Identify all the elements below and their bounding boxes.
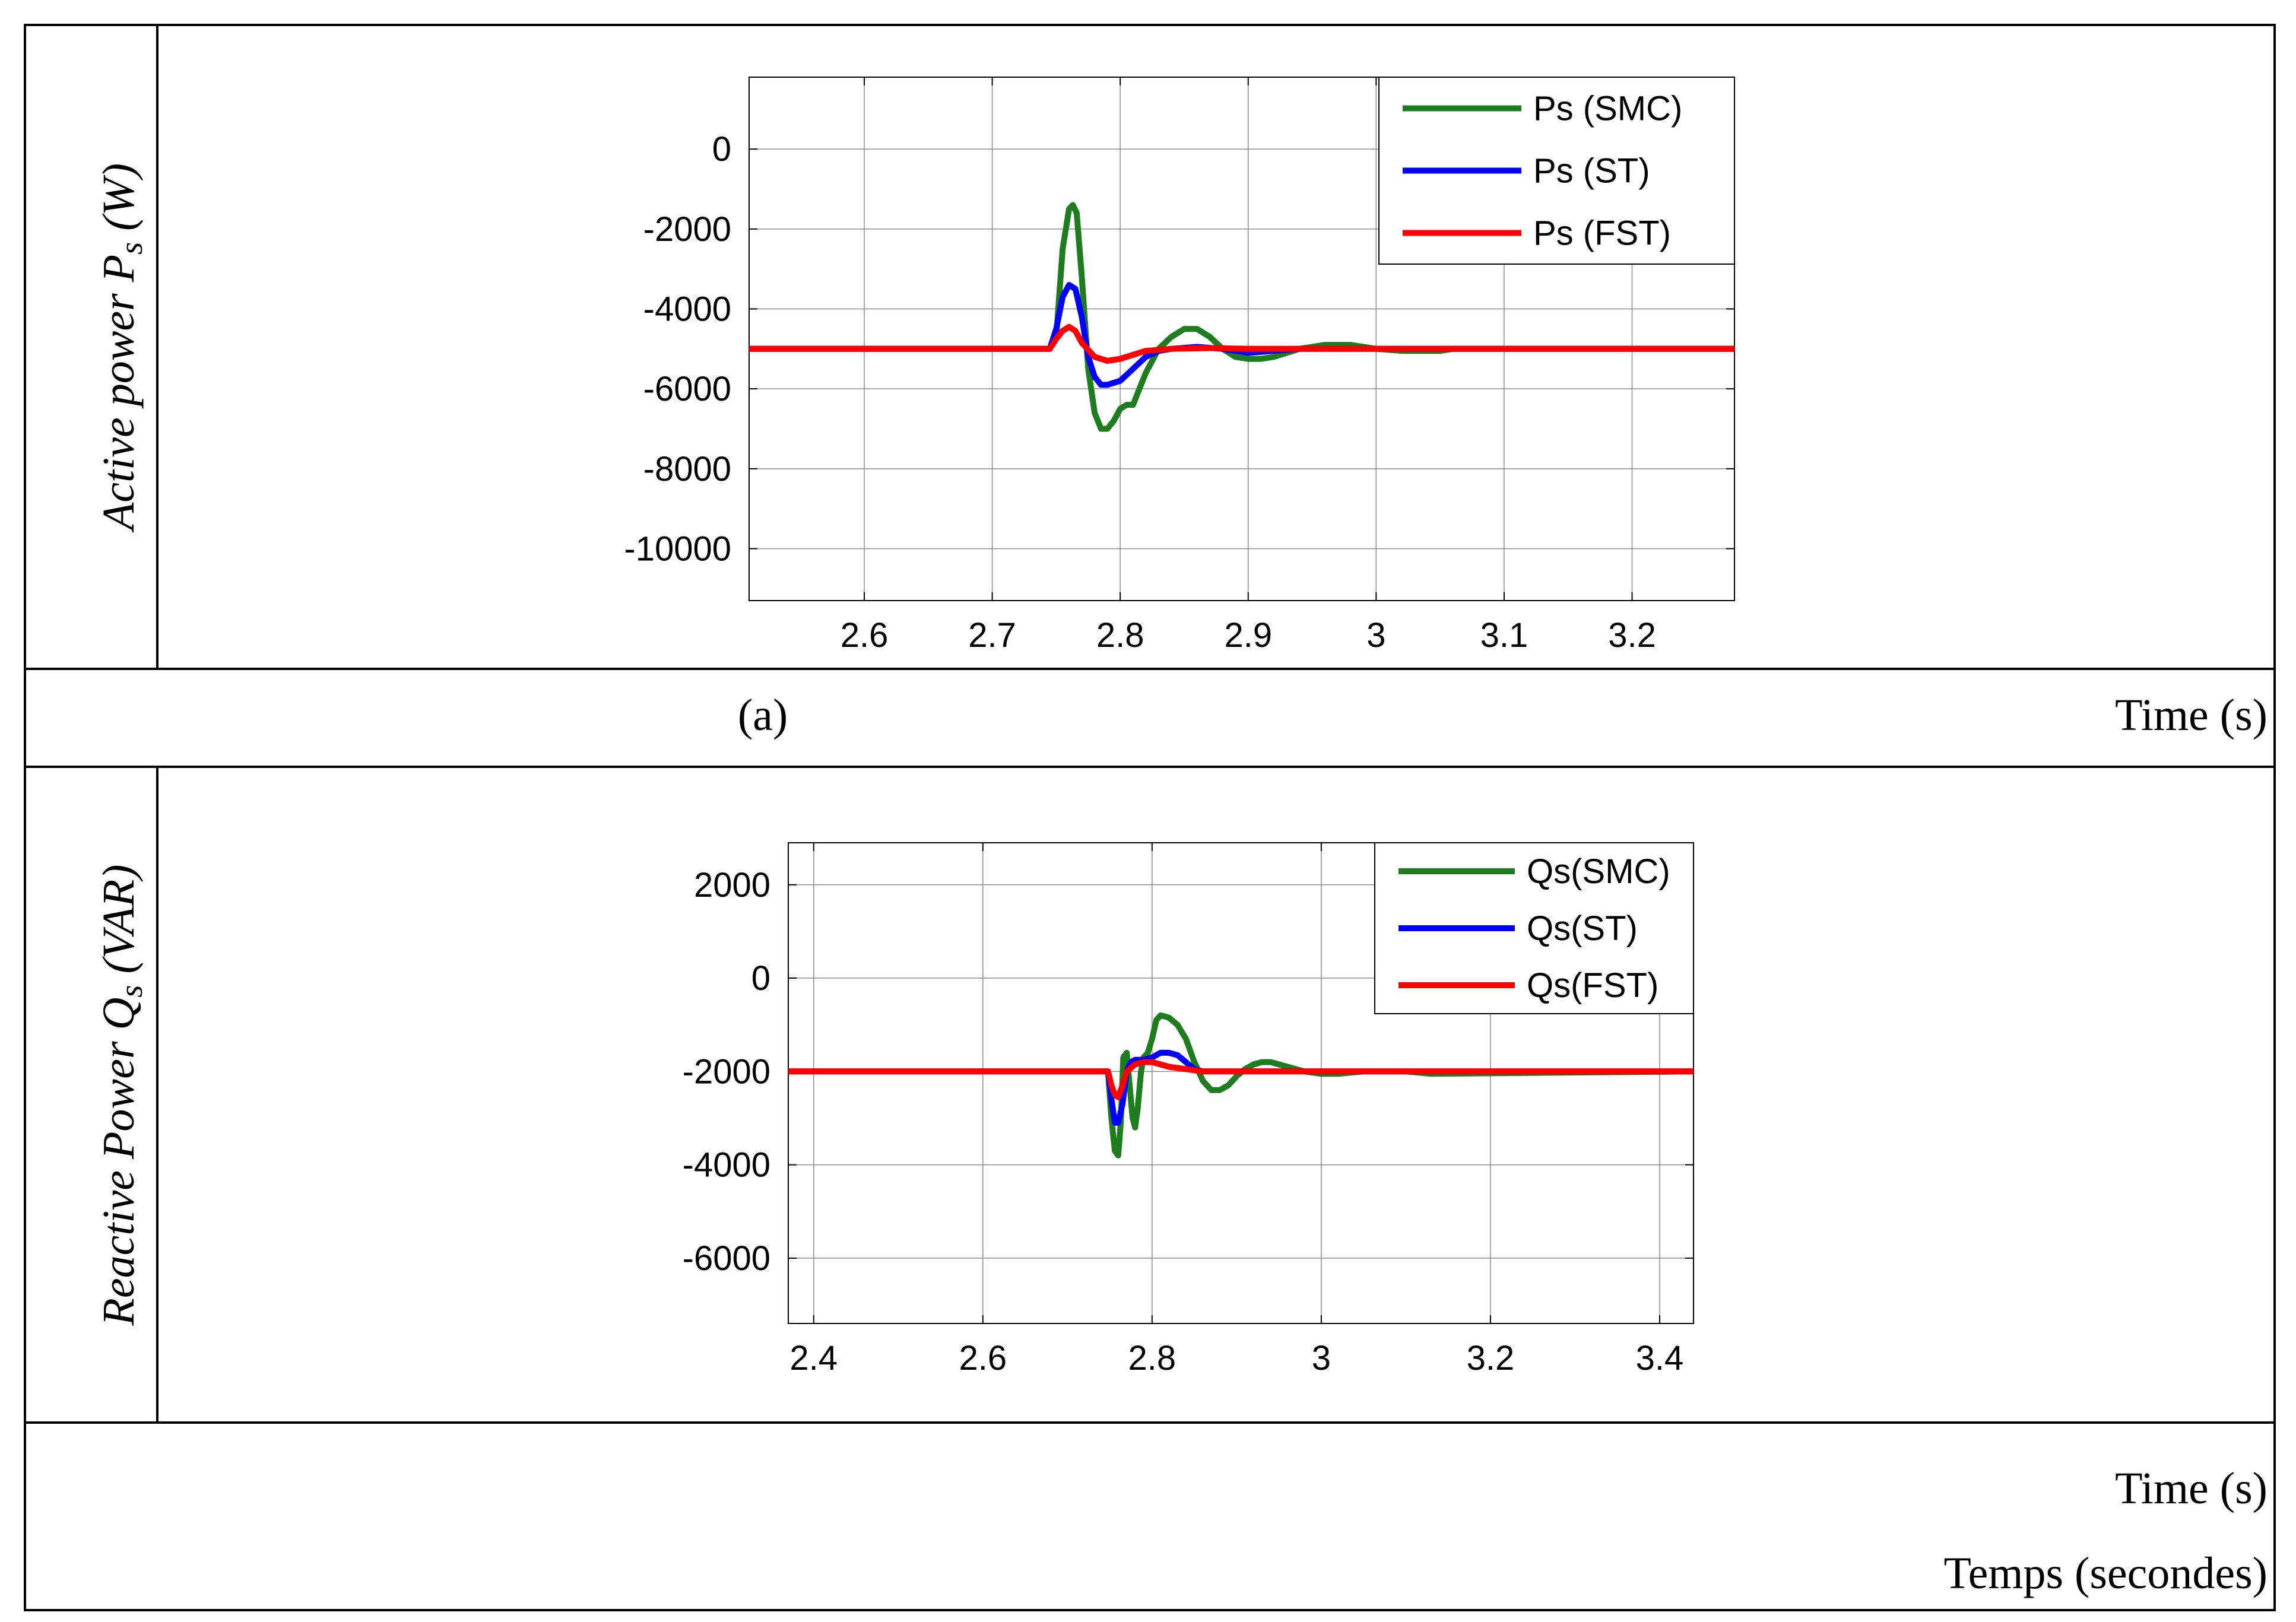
chart-reactive-power: 2.4 2.6 2.8 3 3.2 3.4 2000 0 -2000 -4000 -6000 Qs(S…	[683, 842, 1694, 1377]
y-tick-label: -2000	[683, 1052, 770, 1091]
axes-box	[788, 842, 1694, 1324]
x-tick-label: 2.8	[1128, 1339, 1176, 1377]
table-frame	[24, 24, 2276, 1611]
legend-label: Qs(ST)	[1527, 909, 1638, 948]
legend-label: Ps (SMC)	[1533, 90, 1682, 128]
x-tick-label: 3	[1312, 1339, 1331, 1377]
y-tick-label: -2000	[643, 210, 731, 249]
x-tick-label: 3	[1366, 616, 1385, 655]
y-tick-label: 0	[751, 959, 770, 998]
y-tick-label: -8000	[643, 450, 731, 488]
y-tick-label: -4000	[643, 290, 731, 329]
x-tick-label: 2.6	[959, 1339, 1007, 1377]
series-line-fst	[788, 1059, 1694, 1100]
x-tick-label: 3.1	[1480, 616, 1528, 655]
series-line-fst	[749, 323, 1734, 364]
x-tick-label: 2.9	[1224, 616, 1272, 655]
x-tick-label: 2.7	[968, 616, 1016, 655]
chart-active-power: 2.6 2.7 2.8 2.9 3 3.1 3.2 0 -2000 -4000 -6000 -8000…	[624, 77, 1735, 655]
x-tick-label: 2.8	[1096, 616, 1144, 655]
series-line-smc	[788, 1012, 1694, 1158]
y-tick-label: -6000	[643, 370, 731, 408]
y-tick-label: -6000	[683, 1239, 770, 1278]
legend-label: Qs(FST)	[1527, 966, 1658, 1005]
series-line-smc	[749, 202, 1734, 432]
y-axis-label-reactive-power: Reactive Power Qs (VAR)	[94, 864, 149, 1326]
panel-b-time-label-fr: Temps (secondes)	[1943, 1548, 2268, 1598]
legend-label: Qs(SMC)	[1527, 852, 1670, 891]
legend-label: Ps (FST)	[1533, 214, 1671, 253]
x-tick-label: 3.2	[1467, 1339, 1515, 1377]
axes-box	[749, 77, 1735, 601]
series-line-st	[749, 282, 1734, 388]
y-tick-label: 0	[712, 130, 731, 169]
x-tick-label: 2.4	[789, 1339, 838, 1377]
y-tick-label: -4000	[683, 1146, 770, 1185]
y-tick-label: -10000	[624, 529, 731, 568]
y-axis-label-active-power: Active power Ps (W)	[94, 163, 149, 533]
x-tick-label: 3.2	[1608, 616, 1656, 655]
y-tick-label: 2000	[694, 866, 770, 904]
panel-b-time-label: Time (s)	[2115, 1464, 2268, 1513]
x-tick-label: 2.6	[841, 616, 889, 655]
panel-a-time-label: Time (s)	[2115, 690, 2268, 740]
panel-a-label: (a)	[738, 690, 788, 740]
legend-label: Ps (ST)	[1533, 152, 1650, 191]
x-tick-label: 3.4	[1636, 1339, 1684, 1377]
